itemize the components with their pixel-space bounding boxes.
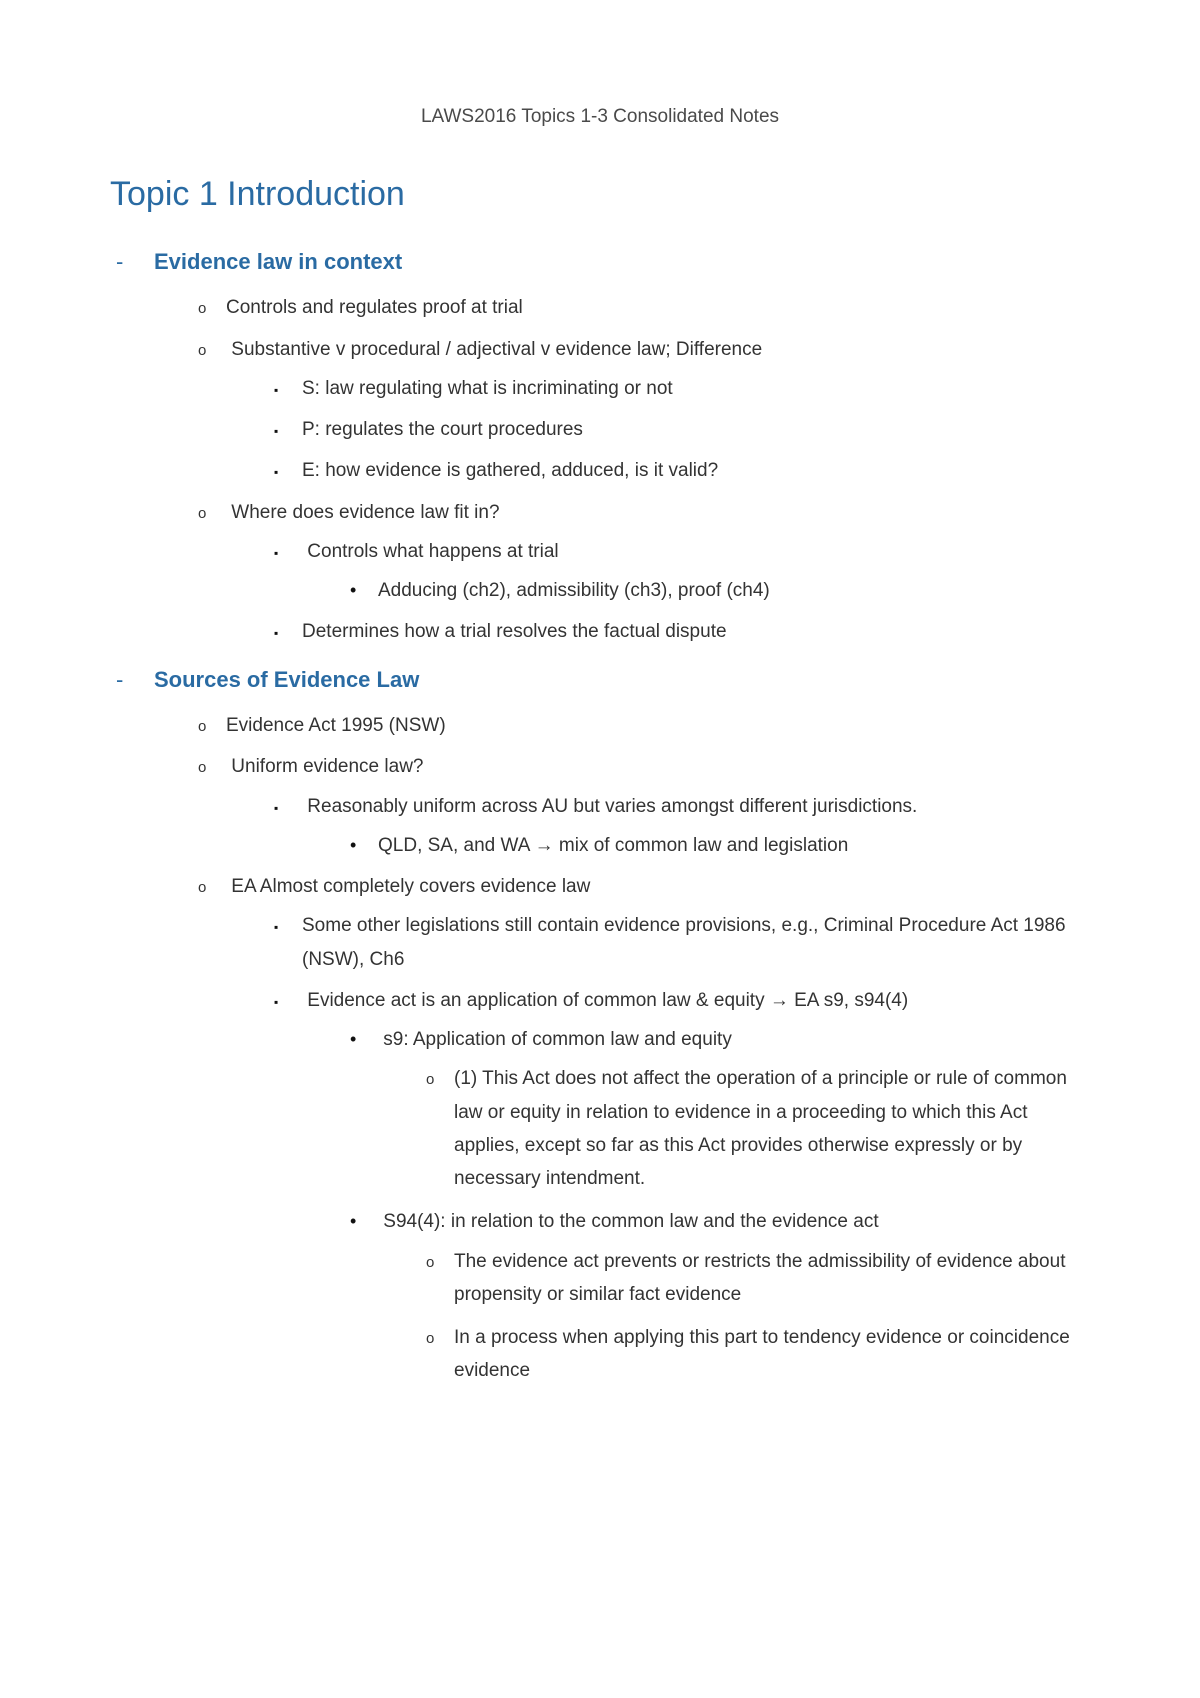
list-item: EA Almost completely covers evidence law…: [198, 870, 1090, 1388]
list-text: Evidence act is an application of common…: [307, 990, 908, 1011]
list-item: s9: Application of common law and equity…: [350, 1023, 1090, 1195]
list-item: (1) This Act does not affect the operati…: [426, 1062, 1090, 1195]
list-item: P: regulates the court procedures: [274, 413, 1090, 446]
list-item: QLD, SA, and WA → mix of common law and …: [350, 829, 1090, 862]
list-level-2: Controls what happens at trial Adducing …: [226, 535, 1090, 649]
list-text: S94(4): in relation to the common law an…: [383, 1211, 878, 1232]
list-level-4: (1) This Act does not affect the operati…: [378, 1062, 1090, 1195]
list-level-3: s9: Application of common law and equity…: [302, 1023, 1090, 1388]
list-item: In a process when applying this part to …: [426, 1321, 1090, 1388]
section-heading: Sources of Evidence Law: [154, 661, 419, 700]
list-text: Where does evidence law fit in?: [231, 502, 499, 523]
list-item: S94(4): in relation to the common law an…: [350, 1205, 1090, 1387]
list-level-3: QLD, SA, and WA → mix of common law and …: [302, 829, 1090, 862]
section-heading-row: - Sources of Evidence Law: [110, 661, 1090, 700]
page-title: Topic 1 Introduction: [110, 165, 1090, 225]
section-heading-row: - Evidence law in context: [110, 243, 1090, 282]
list-text: Controls what happens at trial: [307, 541, 558, 562]
list-item: Where does evidence law fit in? Controls…: [198, 496, 1090, 649]
list-item: Adducing (ch2), admissibility (ch3), pro…: [350, 574, 1090, 607]
list-text: Uniform evidence law?: [231, 756, 423, 777]
list-text: s9: Application of common law and equity: [383, 1029, 732, 1050]
list-item: Evidence Act 1995 (NSW): [198, 709, 1090, 742]
list-item: Uniform evidence law? Reasonably uniform…: [198, 750, 1090, 862]
list-text: Substantive v procedural / adjectival v …: [231, 339, 762, 360]
list-level-1: Controls and regulates proof at trial Su…: [110, 291, 1090, 648]
list-level-3: Adducing (ch2), admissibility (ch3), pro…: [302, 574, 1090, 607]
list-item: S: law regulating what is incriminating …: [274, 372, 1090, 405]
list-item: Controls and regulates proof at trial: [198, 291, 1090, 324]
section-heading: Evidence law in context: [154, 243, 402, 282]
list-item: Substantive v procedural / adjectival v …: [198, 333, 1090, 488]
dash-icon: -: [110, 243, 154, 282]
list-item: E: how evidence is gathered, adduced, is…: [274, 454, 1090, 487]
list-item: The evidence act prevents or restricts t…: [426, 1245, 1090, 1312]
list-level-2: S: law regulating what is incriminating …: [226, 372, 1090, 488]
list-level-4: The evidence act prevents or restricts t…: [378, 1245, 1090, 1388]
list-item: Determines how a trial resolves the fact…: [274, 615, 1090, 648]
dash-icon: -: [110, 661, 154, 700]
list-level-1: Evidence Act 1995 (NSW) Uniform evidence…: [110, 709, 1090, 1388]
list-item: Controls what happens at trial Adducing …: [274, 535, 1090, 608]
list-item: Some other legislations still contain ev…: [274, 909, 1090, 976]
list-item: Evidence act is an application of common…: [274, 984, 1090, 1388]
list-text: Reasonably uniform across AU but varies …: [307, 796, 917, 817]
document-header: LAWS2016 Topics 1-3 Consolidated Notes: [110, 100, 1090, 133]
list-level-2: Some other legislations still contain ev…: [226, 909, 1090, 1387]
list-text: EA Almost completely covers evidence law: [231, 876, 590, 897]
list-level-2: Reasonably uniform across AU but varies …: [226, 790, 1090, 863]
list-item: Reasonably uniform across AU but varies …: [274, 790, 1090, 863]
